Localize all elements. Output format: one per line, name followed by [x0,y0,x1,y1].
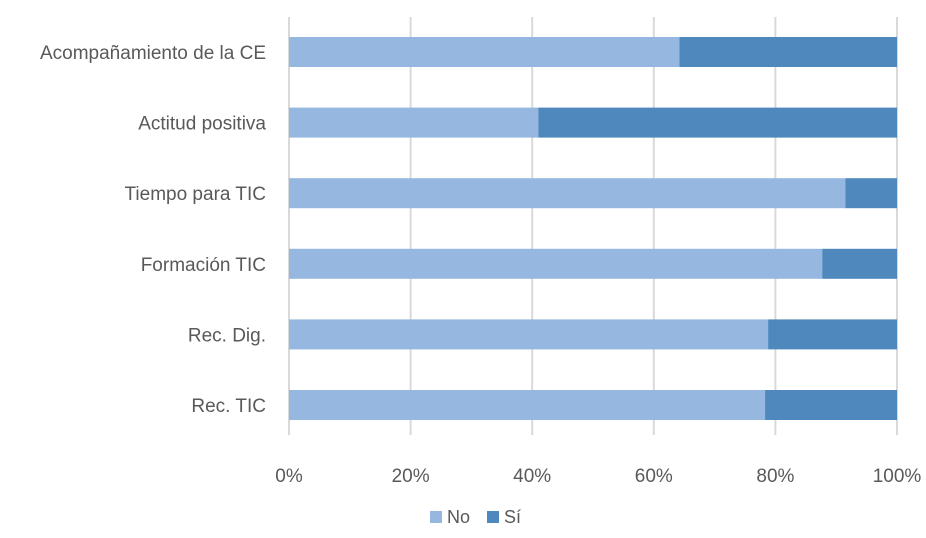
bar-segment-no [289,37,680,67]
category-labels: Acompañamiento de la CE Actitud positiva T… [40,43,266,417]
bar-segment-si [822,248,897,279]
legend-swatch [487,511,499,523]
x-tick-label: 100% [873,466,922,487]
bars [289,37,897,420]
bar-segment-si [679,37,897,67]
bar-segment-si [768,319,897,350]
x-tick-label: 20% [392,466,430,487]
legend-label: No [447,507,470,527]
bar-segment-si [538,107,897,138]
bar-segment-si [845,178,897,209]
x-tick-label: 60% [635,466,673,487]
category-label: Actitud positiva [138,114,266,135]
x-tick-label: 80% [756,466,794,487]
bar-segment-no [289,107,539,138]
category-label: Acompañamiento de la CE [40,43,266,64]
gridlines [288,17,898,435]
bar-segment-no [289,319,769,350]
legend-label: Sí [504,507,521,527]
x-tick-label: 40% [513,466,551,487]
bar-segment-no [289,248,823,279]
bar-segment-no [289,390,766,420]
legend-swatch [430,511,442,523]
x-axis-tick-labels: 0% 20% 40% 60% 80% 100% [275,466,921,487]
category-label: Rec. TIC [191,396,266,417]
category-label: Rec. Dig. [188,325,266,346]
x-tick-label: 0% [275,466,303,487]
category-label: Tiempo para TIC [125,184,267,205]
category-label: Formación TIC [141,255,266,276]
bar-segment-no [289,178,846,209]
bar-segment-si [765,390,897,420]
legend: No Sí [430,507,521,527]
